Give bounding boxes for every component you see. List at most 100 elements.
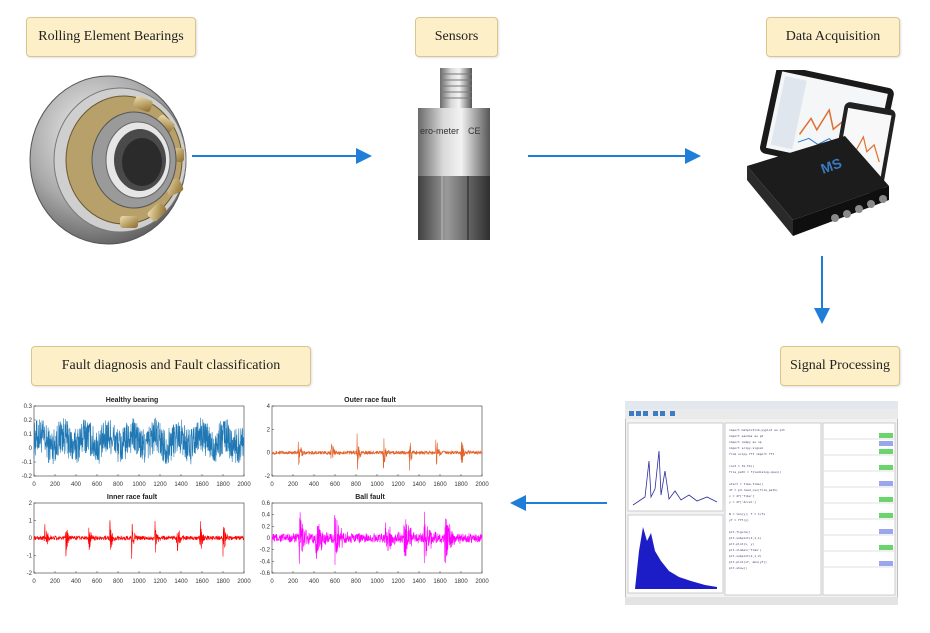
chart-plot-area: 0 200 400 600 800 1000 1200 1400 1600 1800 2000 4 2 0… — [265, 404, 490, 488]
x-tick-label: 400 — [71, 579, 82, 585]
x-tick-label: 0 — [270, 482, 274, 488]
y-tick-label: -0.1 — [22, 460, 33, 466]
signal-processing-software-screenshot: import matplotlib.pyplot as plt import p… — [625, 401, 898, 605]
x-tick-label: 600 — [330, 579, 341, 585]
x-tick-label: 200 — [50, 579, 61, 585]
y-tick-label: 0.4 — [262, 513, 271, 519]
data-acquisition-device-illustration: MS — [747, 70, 896, 236]
label-data-acquisition: Data Acquisition — [766, 17, 900, 57]
svg-text:df = pd.read_csv(file_path): df = pd.read_csv(file_path) — [729, 488, 778, 492]
chart-outer-race-fault: Outer race fault 0 200 400 600 800 1000 1200 14… — [250, 397, 490, 490]
svg-text:plt.subplot(2,1,1): plt.subplot(2,1,1) — [729, 536, 762, 540]
chart-plot-area: 0 200 400 600 800 1000 1200 1400 1600 1800 2000 0.6… — [260, 501, 490, 585]
svg-text:import scipy.signal: import scipy.signal — [729, 446, 764, 450]
chart-healthy-bearing: Healthy bearing 0 200 400 600 800 1000 1200 140… — [12, 397, 252, 490]
x-tick-label: 2000 — [237, 482, 251, 488]
x-tick-label: 200 — [50, 482, 61, 488]
x-tick-label: 800 — [351, 579, 362, 585]
y-tick-label: 0.2 — [262, 524, 271, 530]
y-tick-label: 0.1 — [24, 432, 33, 438]
y-tick-label: -0.6 — [260, 571, 271, 577]
x-tick-label: 2000 — [237, 579, 251, 585]
x-tick-label: 1000 — [370, 579, 384, 585]
x-tick-label: 1600 — [195, 579, 209, 585]
y-tick-label: -0.2 — [22, 474, 33, 480]
x-tick-label: 400 — [309, 482, 320, 488]
y-tick-label: 0 — [29, 536, 33, 542]
y-tick-label: 0 — [267, 451, 271, 457]
x-tick-label: 800 — [113, 482, 124, 488]
chart-title: Inner race fault — [106, 494, 158, 501]
svg-text:plt.subplot(2,1,2): plt.subplot(2,1,2) — [729, 554, 762, 558]
x-tick-label: 600 — [92, 482, 103, 488]
x-tick-label: 2000 — [475, 579, 489, 585]
x-tick-label: 1800 — [216, 482, 230, 488]
x-tick-label: 1400 — [412, 579, 426, 585]
sensor-brand-text: ero-meter — [420, 126, 459, 136]
chart-plot-area: 0 200 400 600 800 1000 1200 1400 1600 1800 2000 2 1 0… — [27, 501, 252, 585]
label-rolling-element-bearings: Rolling Element Bearings — [26, 17, 196, 57]
label-fault-diagnosis: Fault diagnosis and Fault classification — [31, 346, 311, 386]
x-tick-label: 200 — [288, 482, 299, 488]
chart-title: Healthy bearing — [105, 397, 159, 404]
chart-inner-race-fault: Inner race fault 0 200 400 600 800 1000 1200 14… — [12, 494, 252, 587]
svg-text:plt.xlabel('Time'): plt.xlabel('Time') — [729, 548, 762, 552]
y-tick-label: 1 — [29, 519, 33, 525]
x-tick-label: 1600 — [195, 482, 209, 488]
accelerometer-sensor-illustration: ero-meter CE — [418, 68, 490, 240]
label-signal-processing: Signal Processing — [780, 346, 900, 386]
x-tick-label: 1800 — [454, 482, 468, 488]
x-tick-label: 1200 — [153, 482, 167, 488]
chart-ball-fault: Ball fault 0 200 400 600 800 1000 1200 1400 1600… — [250, 494, 490, 587]
svg-text:plt.figure(): plt.figure() — [729, 530, 751, 534]
svg-text:N = len(y); T = 1/fs: N = len(y); T = 1/fs — [729, 512, 765, 516]
svg-text:import numpy as np: import numpy as np — [729, 440, 762, 444]
svg-text:root = tk.Tk(): root = tk.Tk() — [729, 464, 754, 468]
x-tick-label: 1200 — [391, 579, 405, 585]
svg-text:yf = fft(y): yf = fft(y) — [729, 518, 749, 522]
x-tick-label: 800 — [113, 579, 124, 585]
signal-series-line — [271, 433, 483, 471]
y-tick-label: 4 — [267, 404, 271, 410]
y-tick-label: -0.4 — [260, 559, 271, 565]
x-tick-label: 400 — [309, 579, 320, 585]
x-tick-label: 600 — [330, 482, 341, 488]
x-tick-label: 1400 — [412, 482, 426, 488]
signal-series-line — [271, 511, 483, 565]
x-tick-label: 0 — [32, 579, 36, 585]
x-tick-label: 800 — [351, 482, 362, 488]
svg-text:start = time.time(): start = time.time() — [729, 482, 764, 486]
y-tick-label: 2 — [267, 427, 271, 433]
svg-text:x = df['Time']: x = df['Time'] — [729, 494, 754, 498]
svg-text:plt.plot(xf, abs(yf)): plt.plot(xf, abs(yf)) — [729, 560, 767, 564]
x-tick-label: 1200 — [391, 482, 405, 488]
svg-text:y = df['Accel']: y = df['Accel'] — [729, 500, 756, 504]
svg-text:from scipy.fft import fft: from scipy.fft import fft — [729, 452, 774, 456]
svg-text:import matplotlib.pyplot as pl: import matplotlib.pyplot as plt — [729, 428, 785, 432]
x-tick-label: 1800 — [216, 579, 230, 585]
x-tick-label: 1400 — [174, 482, 188, 488]
svg-text:plt.plot(x, y): plt.plot(x, y) — [729, 542, 754, 546]
label-sensors: Sensors — [415, 17, 498, 57]
y-tick-label: 2 — [29, 501, 33, 507]
x-tick-label: 1800 — [454, 579, 468, 585]
y-tick-label: 0.3 — [24, 404, 33, 410]
signal-series-line — [33, 417, 245, 465]
x-tick-label: 1000 — [132, 482, 146, 488]
x-tick-label: 2000 — [475, 482, 489, 488]
svg-text:plt.show(): plt.show() — [729, 566, 747, 570]
y-tick-label: 0 — [267, 536, 271, 542]
x-tick-label: 600 — [92, 579, 103, 585]
x-tick-label: 1600 — [433, 482, 447, 488]
chart-title: Ball fault — [355, 494, 385, 501]
x-tick-label: 1200 — [153, 579, 167, 585]
x-tick-label: 1400 — [174, 579, 188, 585]
signal-series-line — [33, 520, 245, 559]
svg-text:file_path = filedialog.open(): file_path = filedialog.open() — [729, 470, 782, 474]
y-tick-label: 0.2 — [24, 418, 33, 424]
x-tick-label: 400 — [71, 482, 82, 488]
svg-text:import pandas as pd: import pandas as pd — [729, 434, 764, 438]
plot-frame — [271, 405, 483, 477]
x-tick-label: 1600 — [433, 579, 447, 585]
